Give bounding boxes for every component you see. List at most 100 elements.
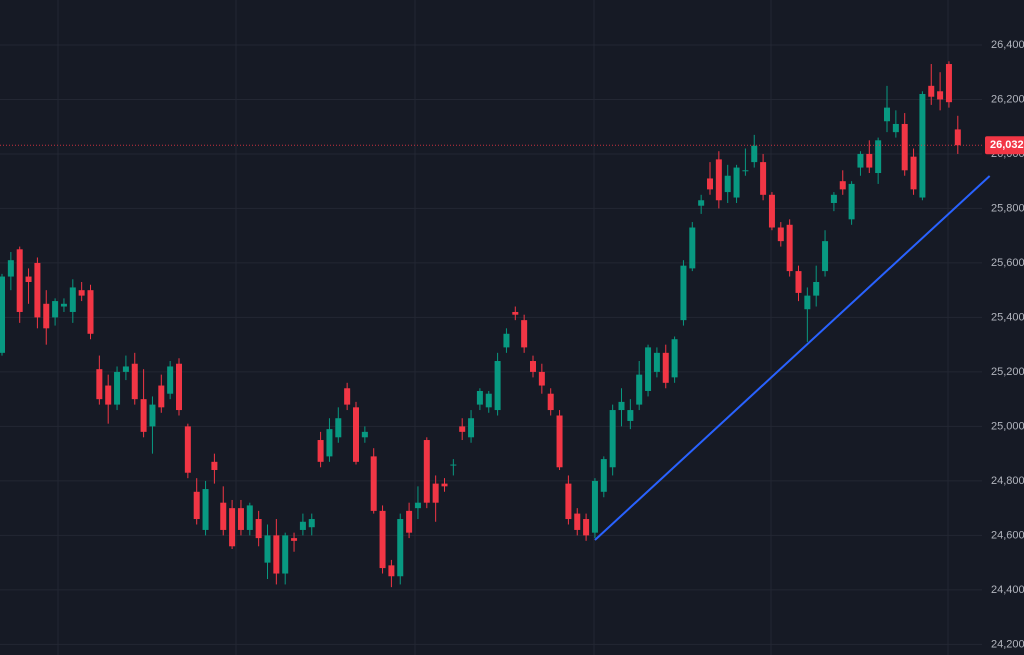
candle-body	[379, 510, 386, 569]
candle-body	[521, 320, 528, 348]
candle-body	[7, 260, 14, 277]
candle-body	[184, 426, 191, 473]
candle-body	[698, 200, 705, 206]
y-tick-label: 25,800	[991, 202, 1024, 214]
candle-body	[901, 123, 908, 171]
candle-body	[397, 519, 404, 577]
candle-body	[414, 502, 421, 509]
candle-body	[884, 107, 890, 122]
candle-body	[131, 363, 138, 400]
candle-body	[423, 440, 430, 503]
candle-body	[353, 407, 359, 462]
candle-body	[105, 385, 112, 405]
candle-body	[255, 519, 262, 539]
candle-body	[406, 510, 413, 533]
candle-body	[335, 418, 342, 438]
candle-body	[680, 265, 687, 321]
candle-body	[432, 483, 439, 503]
candle-body	[16, 249, 23, 312]
candle-body	[149, 404, 156, 427]
candle-body	[211, 461, 218, 470]
candle-body	[87, 290, 94, 334]
candle-body	[229, 508, 236, 547]
candle-body	[822, 241, 829, 272]
candle-body	[512, 311, 519, 315]
candle-body	[945, 64, 952, 103]
candle-body	[494, 361, 501, 411]
candle-body	[237, 508, 244, 530]
candle-body	[760, 162, 767, 195]
candle-body	[574, 513, 581, 530]
candle-body	[122, 366, 129, 372]
last-price-tag	[985, 136, 1024, 155]
candle-body	[60, 303, 67, 307]
candle-body	[361, 431, 368, 438]
candle-body	[928, 85, 935, 97]
y-tick-label: 24,800	[991, 475, 1024, 487]
candle-body	[556, 415, 563, 468]
candle-body	[875, 140, 882, 174]
candle-body	[618, 401, 625, 411]
candle-body	[839, 181, 846, 190]
candle-body	[733, 167, 740, 198]
y-tick-label: 25,200	[991, 366, 1024, 378]
candle-body	[308, 519, 315, 528]
candle-body	[707, 178, 713, 190]
candle-body	[140, 399, 147, 432]
candle-body	[830, 194, 837, 203]
candle-body	[476, 390, 483, 405]
candle-body	[264, 535, 271, 563]
candle-body	[282, 535, 289, 574]
y-tick-label: 26,400	[991, 39, 1024, 51]
candle-body	[538, 371, 545, 386]
vertical-grid	[57, 0, 949, 655]
candle-body	[220, 502, 227, 530]
candle-body	[804, 295, 811, 310]
candle-body	[892, 123, 899, 133]
candle-body	[459, 426, 466, 432]
candle-body	[724, 175, 731, 193]
candle-body	[299, 521, 306, 530]
candle-body	[591, 480, 598, 533]
candle-body	[0, 276, 5, 353]
candle-body	[69, 287, 76, 312]
candle-body	[176, 363, 182, 411]
candle-body	[468, 418, 475, 438]
candle-body	[848, 183, 855, 220]
candle-body	[273, 535, 280, 574]
candle-body	[954, 129, 961, 146]
candle-body	[317, 440, 324, 462]
candle-body	[609, 410, 616, 468]
candle-body	[114, 371, 121, 405]
candle-body	[910, 156, 917, 190]
candle-body	[326, 429, 333, 457]
last-price-label: 26,032	[990, 139, 1024, 151]
candle-body	[857, 153, 864, 168]
y-tick-label: 26,200	[991, 93, 1024, 105]
candle-body	[795, 271, 802, 293]
candle-body	[202, 489, 209, 530]
candle-body	[441, 483, 448, 487]
candle-body	[388, 565, 395, 577]
candle-body	[671, 339, 678, 378]
candle-body	[768, 194, 775, 228]
candle-body	[866, 153, 873, 168]
candle-body	[689, 227, 696, 269]
candle-body	[662, 352, 669, 383]
candle-body	[583, 519, 590, 536]
candle-body	[96, 369, 103, 400]
candle-body	[167, 366, 174, 394]
y-tick-label: 24,600	[991, 529, 1024, 541]
candle-body	[450, 464, 457, 466]
candle-body	[193, 491, 200, 520]
candle-body	[813, 281, 820, 296]
candle-body	[777, 227, 784, 242]
candle-body	[627, 410, 634, 421]
candle-body	[34, 262, 41, 318]
candle-body	[370, 456, 377, 511]
candle-body	[530, 361, 536, 372]
trendline	[594, 175, 991, 541]
candle-body	[547, 393, 554, 411]
